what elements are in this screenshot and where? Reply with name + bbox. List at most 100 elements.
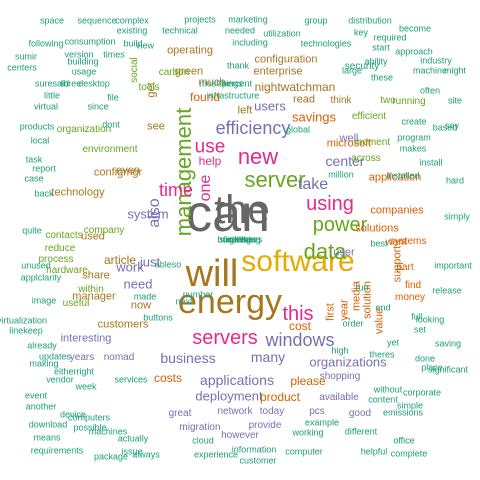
- word-174: approach: [395, 46, 433, 57]
- word-34: well: [339, 132, 359, 145]
- word-193: create: [401, 116, 427, 127]
- word-15: efficiency: [215, 118, 291, 138]
- word-211: best: [370, 238, 388, 249]
- word-123: requirements: [30, 445, 84, 456]
- word-156: sequence: [77, 15, 117, 26]
- word-150: little: [43, 90, 61, 101]
- word-208: next: [175, 296, 193, 307]
- word-119: actually: [117, 433, 149, 444]
- word-117: customer: [239, 455, 277, 466]
- word-183: might: [443, 65, 467, 76]
- word-64: see: [147, 120, 165, 133]
- word-160: group: [304, 15, 328, 26]
- word-73: read: [292, 93, 316, 106]
- word-85: today: [259, 406, 285, 417]
- word-129: computers: [67, 412, 111, 423]
- word-90: environment: [82, 144, 138, 155]
- word-32: help: [198, 154, 222, 168]
- word-13: time: [158, 180, 194, 200]
- word-89: organization: [56, 124, 112, 135]
- word-40: costs: [153, 371, 183, 385]
- word-204: dont: [102, 119, 120, 130]
- word-87: good: [348, 408, 372, 419]
- word-228: looking: [415, 314, 445, 325]
- word-111: computer: [285, 446, 323, 457]
- word-143: back: [34, 188, 54, 199]
- word-149: virtual: [33, 101, 59, 112]
- word-157: complex: [115, 15, 149, 26]
- word-26: users: [254, 98, 286, 114]
- word-93: process: [38, 254, 74, 265]
- word-28: system: [127, 206, 169, 222]
- word-17: one: [197, 174, 214, 202]
- word-219: without: [373, 384, 403, 395]
- word-213: yet: [386, 337, 400, 348]
- word-54: find: [404, 280, 422, 291]
- word-146: task: [25, 154, 43, 165]
- word-198: installed: [386, 170, 420, 181]
- word-68: green: [174, 65, 204, 78]
- word-161: distribution: [348, 15, 392, 26]
- word-53: money: [394, 292, 426, 303]
- word-206: made: [133, 291, 157, 302]
- word-233: say: [444, 120, 460, 131]
- word-83: available: [319, 392, 359, 403]
- word-116: complete: [390, 448, 428, 459]
- word-122: package: [93, 451, 129, 462]
- word-42: please: [290, 374, 326, 388]
- word-39: microsoft: [326, 137, 372, 150]
- word-118: machines: [88, 426, 128, 437]
- word-192: site: [447, 95, 463, 106]
- word-222: simple: [396, 400, 424, 411]
- word-205: ableso: [154, 259, 182, 270]
- word-199: million: [328, 169, 354, 180]
- word-43: cost: [288, 319, 312, 333]
- word-62: configmgr: [93, 166, 143, 179]
- word-144: case: [24, 173, 44, 184]
- word-44: year: [338, 299, 351, 321]
- word-138: linekeep: [9, 325, 43, 336]
- word-69: operating: [167, 44, 213, 57]
- word-133: eitherright: [53, 366, 95, 377]
- word-16: windows: [265, 330, 335, 350]
- word-30: need: [123, 276, 153, 292]
- word-148: products: [19, 121, 55, 132]
- word-166: technical: [162, 25, 198, 36]
- word-104: two: [380, 95, 396, 106]
- word-141: unused: [21, 260, 51, 271]
- word-22: take: [297, 176, 329, 193]
- word-79: network: [217, 406, 253, 417]
- word-203: file: [107, 92, 119, 103]
- word-11: using: [306, 193, 354, 215]
- word-50: systems: [389, 236, 427, 247]
- word-0: can: [186, 185, 270, 243]
- word-186: three: [60, 78, 82, 89]
- word-201: infrastructure: [206, 90, 260, 101]
- word-52: part: [396, 262, 414, 273]
- word-98: carbon: [158, 67, 190, 78]
- word-202: since: [87, 101, 109, 112]
- word-27: savings: [291, 109, 337, 125]
- word-114: helpful: [360, 446, 388, 457]
- word-136: updates: [38, 351, 72, 362]
- word-217: order: [342, 318, 364, 329]
- word-23: center: [325, 153, 365, 169]
- word-110: information: [231, 444, 277, 455]
- word-120: issue: [121, 446, 143, 457]
- word-77: years: [69, 352, 95, 363]
- word-196: program: [397, 132, 431, 143]
- word-231: simply: [444, 211, 470, 222]
- word-227: saving: [434, 338, 462, 349]
- word-232: hard: [445, 175, 465, 186]
- word-169: utilization: [263, 28, 301, 39]
- word-139: image: [31, 295, 57, 306]
- word-124: means: [33, 432, 61, 443]
- word-56: share: [82, 269, 110, 282]
- word-147: local: [30, 135, 50, 146]
- word-92: reduce: [44, 243, 76, 254]
- word-137: virtualization: [0, 315, 48, 326]
- word-1: the: [214, 188, 270, 232]
- word-57: manager: [72, 290, 116, 303]
- word-163: consumption: [64, 36, 116, 47]
